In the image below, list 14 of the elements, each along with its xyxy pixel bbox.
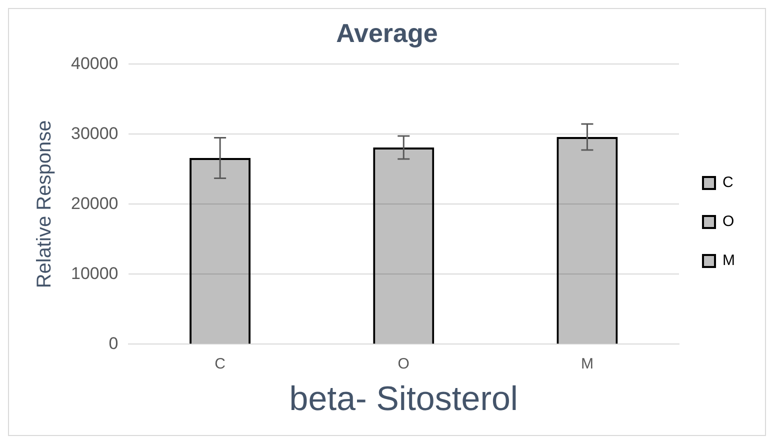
y-tick-label: 10000 — [70, 264, 118, 283]
chart-title: Average — [336, 18, 438, 48]
y-tick-label: 0 — [108, 334, 118, 353]
legend-label: O — [722, 213, 734, 230]
x-tick-label: C — [214, 355, 226, 372]
x-tick-label: M — [580, 355, 594, 372]
y-tick-label: 20000 — [70, 194, 118, 213]
x-tick-label: O — [398, 355, 410, 372]
y-axis-title: Relative Response — [34, 120, 56, 288]
x-axis-title: beta- Sitosterol — [289, 380, 518, 418]
y-tick-label: 40000 — [70, 54, 118, 73]
legend-label: C — [722, 174, 734, 192]
y-tick-label: 30000 — [70, 124, 118, 143]
legend-label: M — [722, 252, 736, 270]
